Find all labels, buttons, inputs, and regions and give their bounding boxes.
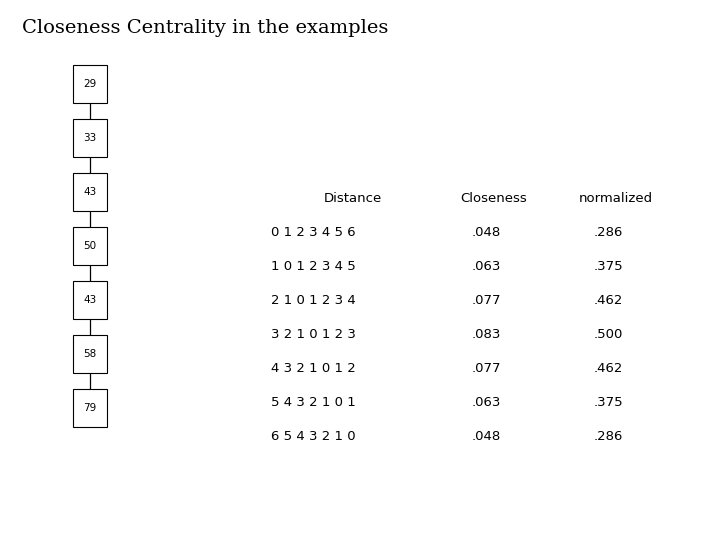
- Text: 3 2 1 0 1 2 3: 3 2 1 0 1 2 3: [271, 328, 356, 341]
- Text: 29: 29: [84, 79, 96, 89]
- FancyBboxPatch shape: [73, 227, 107, 265]
- Text: .077: .077: [472, 362, 500, 375]
- Text: .462: .462: [594, 362, 623, 375]
- Text: 6 5 4 3 2 1 0: 6 5 4 3 2 1 0: [271, 430, 356, 443]
- Text: 79: 79: [84, 403, 96, 413]
- Text: .286: .286: [594, 226, 623, 239]
- Text: .048: .048: [472, 430, 500, 443]
- Text: Closeness Centrality in the examples: Closeness Centrality in the examples: [22, 19, 388, 37]
- Text: .048: .048: [472, 226, 500, 239]
- Text: 2 1 0 1 2 3 4: 2 1 0 1 2 3 4: [271, 294, 356, 307]
- Text: 33: 33: [84, 133, 96, 143]
- Text: .500: .500: [594, 328, 623, 341]
- Text: 1 0 1 2 3 4 5: 1 0 1 2 3 4 5: [271, 260, 356, 273]
- FancyBboxPatch shape: [73, 173, 107, 211]
- Text: 50: 50: [84, 241, 96, 251]
- Text: 43: 43: [84, 295, 96, 305]
- Text: Distance: Distance: [324, 192, 382, 205]
- Text: .462: .462: [594, 294, 623, 307]
- Text: .375: .375: [593, 260, 624, 273]
- Text: .063: .063: [472, 396, 500, 409]
- Text: .063: .063: [472, 260, 500, 273]
- Text: normalized: normalized: [579, 192, 652, 205]
- Text: 5 4 3 2 1 0 1: 5 4 3 2 1 0 1: [271, 396, 356, 409]
- Text: 0 1 2 3 4 5 6: 0 1 2 3 4 5 6: [271, 226, 356, 239]
- FancyBboxPatch shape: [73, 389, 107, 427]
- Text: .083: .083: [472, 328, 500, 341]
- Text: 58: 58: [84, 349, 96, 359]
- Text: .286: .286: [594, 430, 623, 443]
- Text: .375: .375: [593, 396, 624, 409]
- Text: .077: .077: [472, 294, 500, 307]
- FancyBboxPatch shape: [73, 281, 107, 319]
- FancyBboxPatch shape: [73, 119, 107, 157]
- Text: 43: 43: [84, 187, 96, 197]
- Text: Closeness: Closeness: [460, 192, 526, 205]
- FancyBboxPatch shape: [73, 335, 107, 373]
- FancyBboxPatch shape: [73, 65, 107, 103]
- Text: 4 3 2 1 0 1 2: 4 3 2 1 0 1 2: [271, 362, 356, 375]
